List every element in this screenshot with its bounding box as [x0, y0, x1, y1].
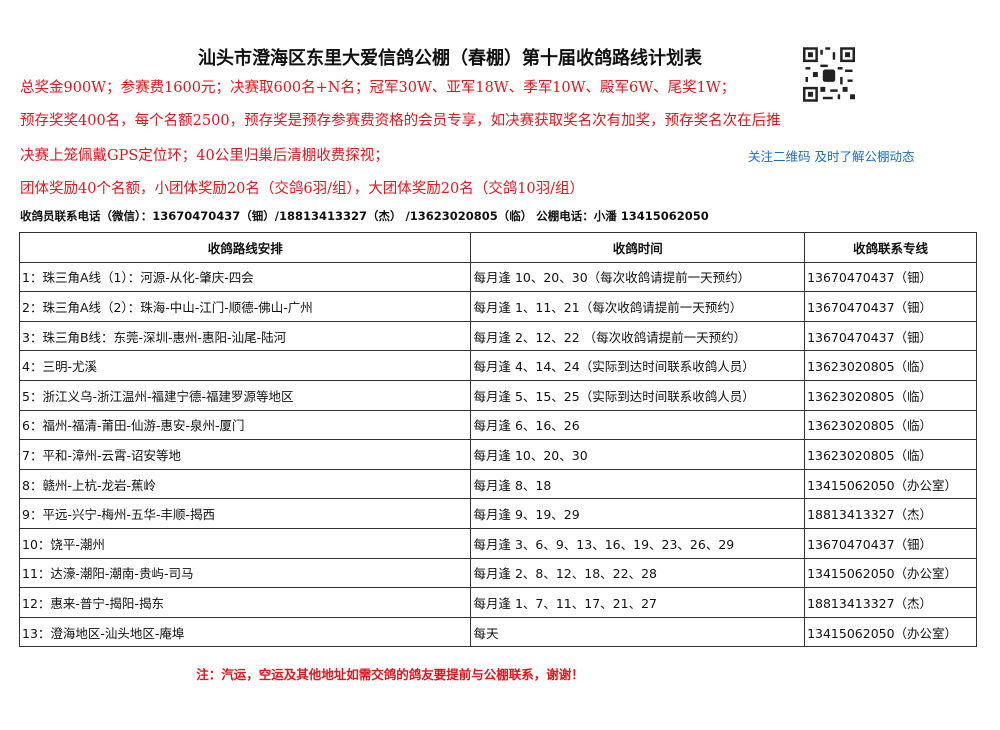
info-line: 预存奖奖400名，每个名额2500，预存奖是预存参赛费资格的会员专享，如决赛获取…: [20, 113, 781, 129]
cell-route: 9：平远-兴宁-梅州-五华-丰顺-揭西: [18, 498, 472, 529]
table-row: 10：饶平-潮州 每月逢 3、6、9、13、16、19、23、26、29 13670…: [18, 527, 977, 559]
table-row: 13：澄海地区-汕头地区-庵埠 每天 13415062050（办公室）: [18, 616, 977, 648]
cell-time: 每月逢 2、8、12、18、22、28: [470, 557, 806, 589]
cell-route: 4：三明-尤溪: [18, 350, 472, 381]
footnote: 注：汽运，空运及其他地址如需交鸽的鸽友要提前与公棚联系，谢谢！: [196, 667, 584, 682]
table-row: 9：平远-兴宁-梅州-五华-丰顺-揭西 每月逢 9、19、29 1881341332…: [18, 498, 977, 529]
table-row: 8：赣州-上杭-龙岩-蕉岭 每月逢 8、18 13415062050（办公室）: [18, 468, 977, 500]
cell-route: 1：珠三角A线（1）：河源-从化-肇庆-四会: [18, 261, 472, 293]
cell-contact: 13415062050（办公室）: [804, 557, 977, 589]
cell-time: 每月逢 10、20、30（每次收鸽请提前一天预约）: [470, 261, 806, 293]
cell-contact: 13415062050（办公室）: [804, 468, 977, 500]
info-line: 总奖金900W；参赛费1600元；决赛取600名+N名；冠军30W、亚军18W、…: [20, 80, 736, 96]
column-header: 收鸽联系专线: [804, 232, 977, 263]
cell-contact: 18813413327（杰）: [804, 498, 977, 529]
qr-caption: 关注二维码 及时了解公棚动态: [748, 149, 915, 164]
column-header: 收鸽路线安排: [18, 232, 472, 263]
info-line: 团体奖励40个名额，小团体奖励20名（交鸽6羽/组），大团体奖励20名（交鸽10…: [20, 181, 585, 197]
cell-time: 每月逢 1、7、11、17、21、27: [470, 587, 806, 618]
cell-time: 每月逢 8、18: [470, 468, 806, 500]
cell-time: 每月逢 3、6、9、13、16、19、23、26、29: [470, 527, 806, 559]
column-header: 收鸽时间: [470, 232, 806, 263]
cell-contact: 13670470437（钿）: [804, 261, 977, 293]
table-header-row: 收鸽路线安排 收鸽时间 收鸽联系专线: [18, 232, 977, 263]
table-row: 3：珠三角B线：东莞-深圳-惠州-惠阳-汕尾-陆河 每月逢 2、12、22 （每次…: [18, 320, 977, 352]
cell-route: 3：珠三角B线：东莞-深圳-惠州-惠阳-汕尾-陆河: [18, 320, 472, 352]
cell-time: 每天: [470, 616, 806, 648]
cell-time: 每月逢 1、11、21（每次收鸽请提前一天预约）: [470, 291, 806, 322]
cell-route: 2：珠三角A线（2）：珠海-中山-江门-顺德-佛山-广州: [18, 291, 472, 322]
cell-contact: 13623020805（临）: [804, 409, 977, 441]
cell-route: 6：福州-福清-莆田-仙游-惠安-泉州-厦门: [18, 409, 472, 441]
cell-route: 11：达濠-潮阳-潮南-贵屿-司马: [18, 557, 472, 589]
table-row: 2：珠三角A线（2）：珠海-中山-江门-顺德-佛山-广州 每月逢 1、11、21（…: [18, 291, 977, 322]
route-table: 收鸽路线安排 收鸽时间 收鸽联系专线 1：珠三角A线（1）：河源-从化-肇庆-四…: [18, 232, 977, 648]
cell-contact: 18813413327（杰）: [804, 587, 977, 618]
contact-line: 收鸽员联系电话（微信）：13670470437（钿）/18813413327（杰…: [20, 209, 709, 223]
table-row: 7：平和-漳州-云霄-诏安等地 每月逢 10、20、30 13623020805（临…: [18, 439, 977, 470]
page-title: 汕头市澄海区东里大爱信鸽公棚（春棚）第十届收鸽路线计划表: [198, 48, 702, 69]
table-row: 5：浙江义乌-浙江温州-福建宁德-福建罗源等地区 每月逢 5、15、25（实际到达…: [18, 379, 977, 411]
cell-route: 10：饶平-潮州: [18, 527, 472, 559]
table-row: 11：达濠-潮阳-潮南-贵屿-司马 每月逢 2、8、12、18、22、28 1341…: [18, 557, 977, 589]
table-row: 4：三明-尤溪 每月逢 4、14、24（实际到达时间联系收鸽人员） 13623020…: [18, 350, 977, 381]
cell-route: 12：惠来-普宁-揭阳-揭东: [18, 587, 472, 618]
table-row: 12：惠来-普宁-揭阳-揭东 每月逢 1、7、11、17、21、27 1881341…: [18, 587, 977, 618]
cell-time: 每月逢 5、15、25（实际到达时间联系收鸽人员）: [470, 379, 806, 411]
table-row: 6：福州-福清-莆田-仙游-惠安-泉州-厦门 每月逢 6、16、26 1362302…: [18, 409, 977, 441]
cell-contact: 13415062050（办公室）: [804, 616, 977, 648]
cell-route: 13：澄海地区-汕头地区-庵埠: [18, 616, 472, 648]
cell-time: 每月逢 10、20、30: [470, 439, 806, 470]
cell-contact: 13623020805（临）: [804, 379, 977, 411]
cell-time: 每月逢 2、12、22 （每次收鸽请提前一天预约）: [470, 320, 806, 352]
cell-contact: 13623020805（临）: [804, 439, 977, 470]
cell-time: 每月逢 9、19、29: [470, 498, 806, 529]
info-line: 决赛上笼佩戴GPS定位环；40公里归巢后清棚收费探视；: [20, 148, 389, 164]
cell-route: 7：平和-漳州-云霄-诏安等地: [18, 439, 472, 470]
table-row: 1：珠三角A线（1）：河源-从化-肇庆-四会 每月逢 10、20、30（每次收鸽请…: [18, 261, 977, 293]
cell-time: 每月逢 6、16、26: [470, 409, 806, 441]
cell-time: 每月逢 4、14、24（实际到达时间联系收鸽人员）: [470, 350, 806, 381]
cell-contact: 13670470437（钿）: [804, 291, 977, 322]
qr-code-icon: [803, 47, 855, 102]
cell-contact: 13670470437（钿）: [804, 320, 977, 352]
cell-route: 8：赣州-上杭-龙岩-蕉岭: [18, 468, 472, 500]
cell-contact: 13623020805（临）: [804, 350, 977, 381]
cell-route: 5：浙江义乌-浙江温州-福建宁德-福建罗源等地区: [18, 379, 472, 411]
cell-contact: 13670470437（钿）: [804, 527, 977, 559]
